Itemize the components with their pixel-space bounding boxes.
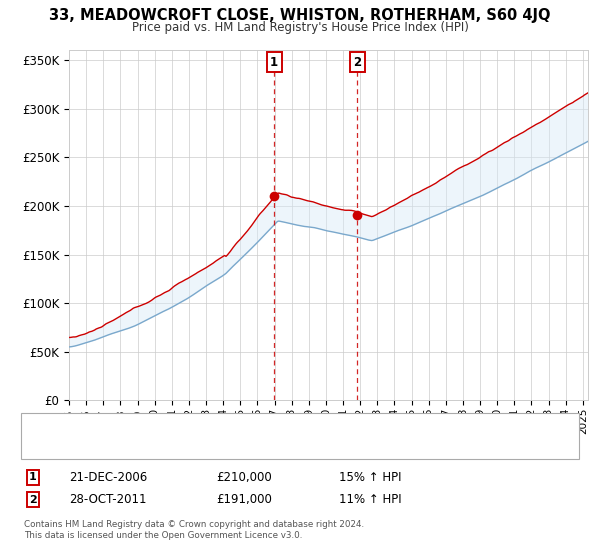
Text: 1: 1	[29, 472, 37, 482]
Text: Price paid vs. HM Land Registry's House Price Index (HPI): Price paid vs. HM Land Registry's House …	[131, 21, 469, 34]
Text: 28-OCT-2011: 28-OCT-2011	[69, 493, 146, 506]
Text: 15% ↑ HPI: 15% ↑ HPI	[339, 470, 401, 484]
Text: 2: 2	[353, 55, 361, 68]
Text: £210,000: £210,000	[216, 470, 272, 484]
Text: 33, MEADOWCROFT CLOSE, WHISTON, ROTHERHAM, S60 4JQ: 33, MEADOWCROFT CLOSE, WHISTON, ROTHERHA…	[49, 8, 551, 24]
Text: Contains HM Land Registry data © Crown copyright and database right 2024.: Contains HM Land Registry data © Crown c…	[24, 520, 364, 529]
Text: 2: 2	[29, 494, 37, 505]
Text: £191,000: £191,000	[216, 493, 272, 506]
Text: 33, MEADOWCROFT CLOSE, WHISTON, ROTHERHAM, S60 4JQ (detached house): 33, MEADOWCROFT CLOSE, WHISTON, ROTHERHA…	[69, 423, 482, 433]
Text: This data is licensed under the Open Government Licence v3.0.: This data is licensed under the Open Gov…	[24, 531, 302, 540]
Text: HPI: Average price, detached house, Rotherham: HPI: Average price, detached house, Roth…	[69, 440, 319, 450]
Text: 21-DEC-2006: 21-DEC-2006	[69, 470, 147, 484]
Text: 1: 1	[270, 55, 278, 68]
Text: 11% ↑ HPI: 11% ↑ HPI	[339, 493, 401, 506]
